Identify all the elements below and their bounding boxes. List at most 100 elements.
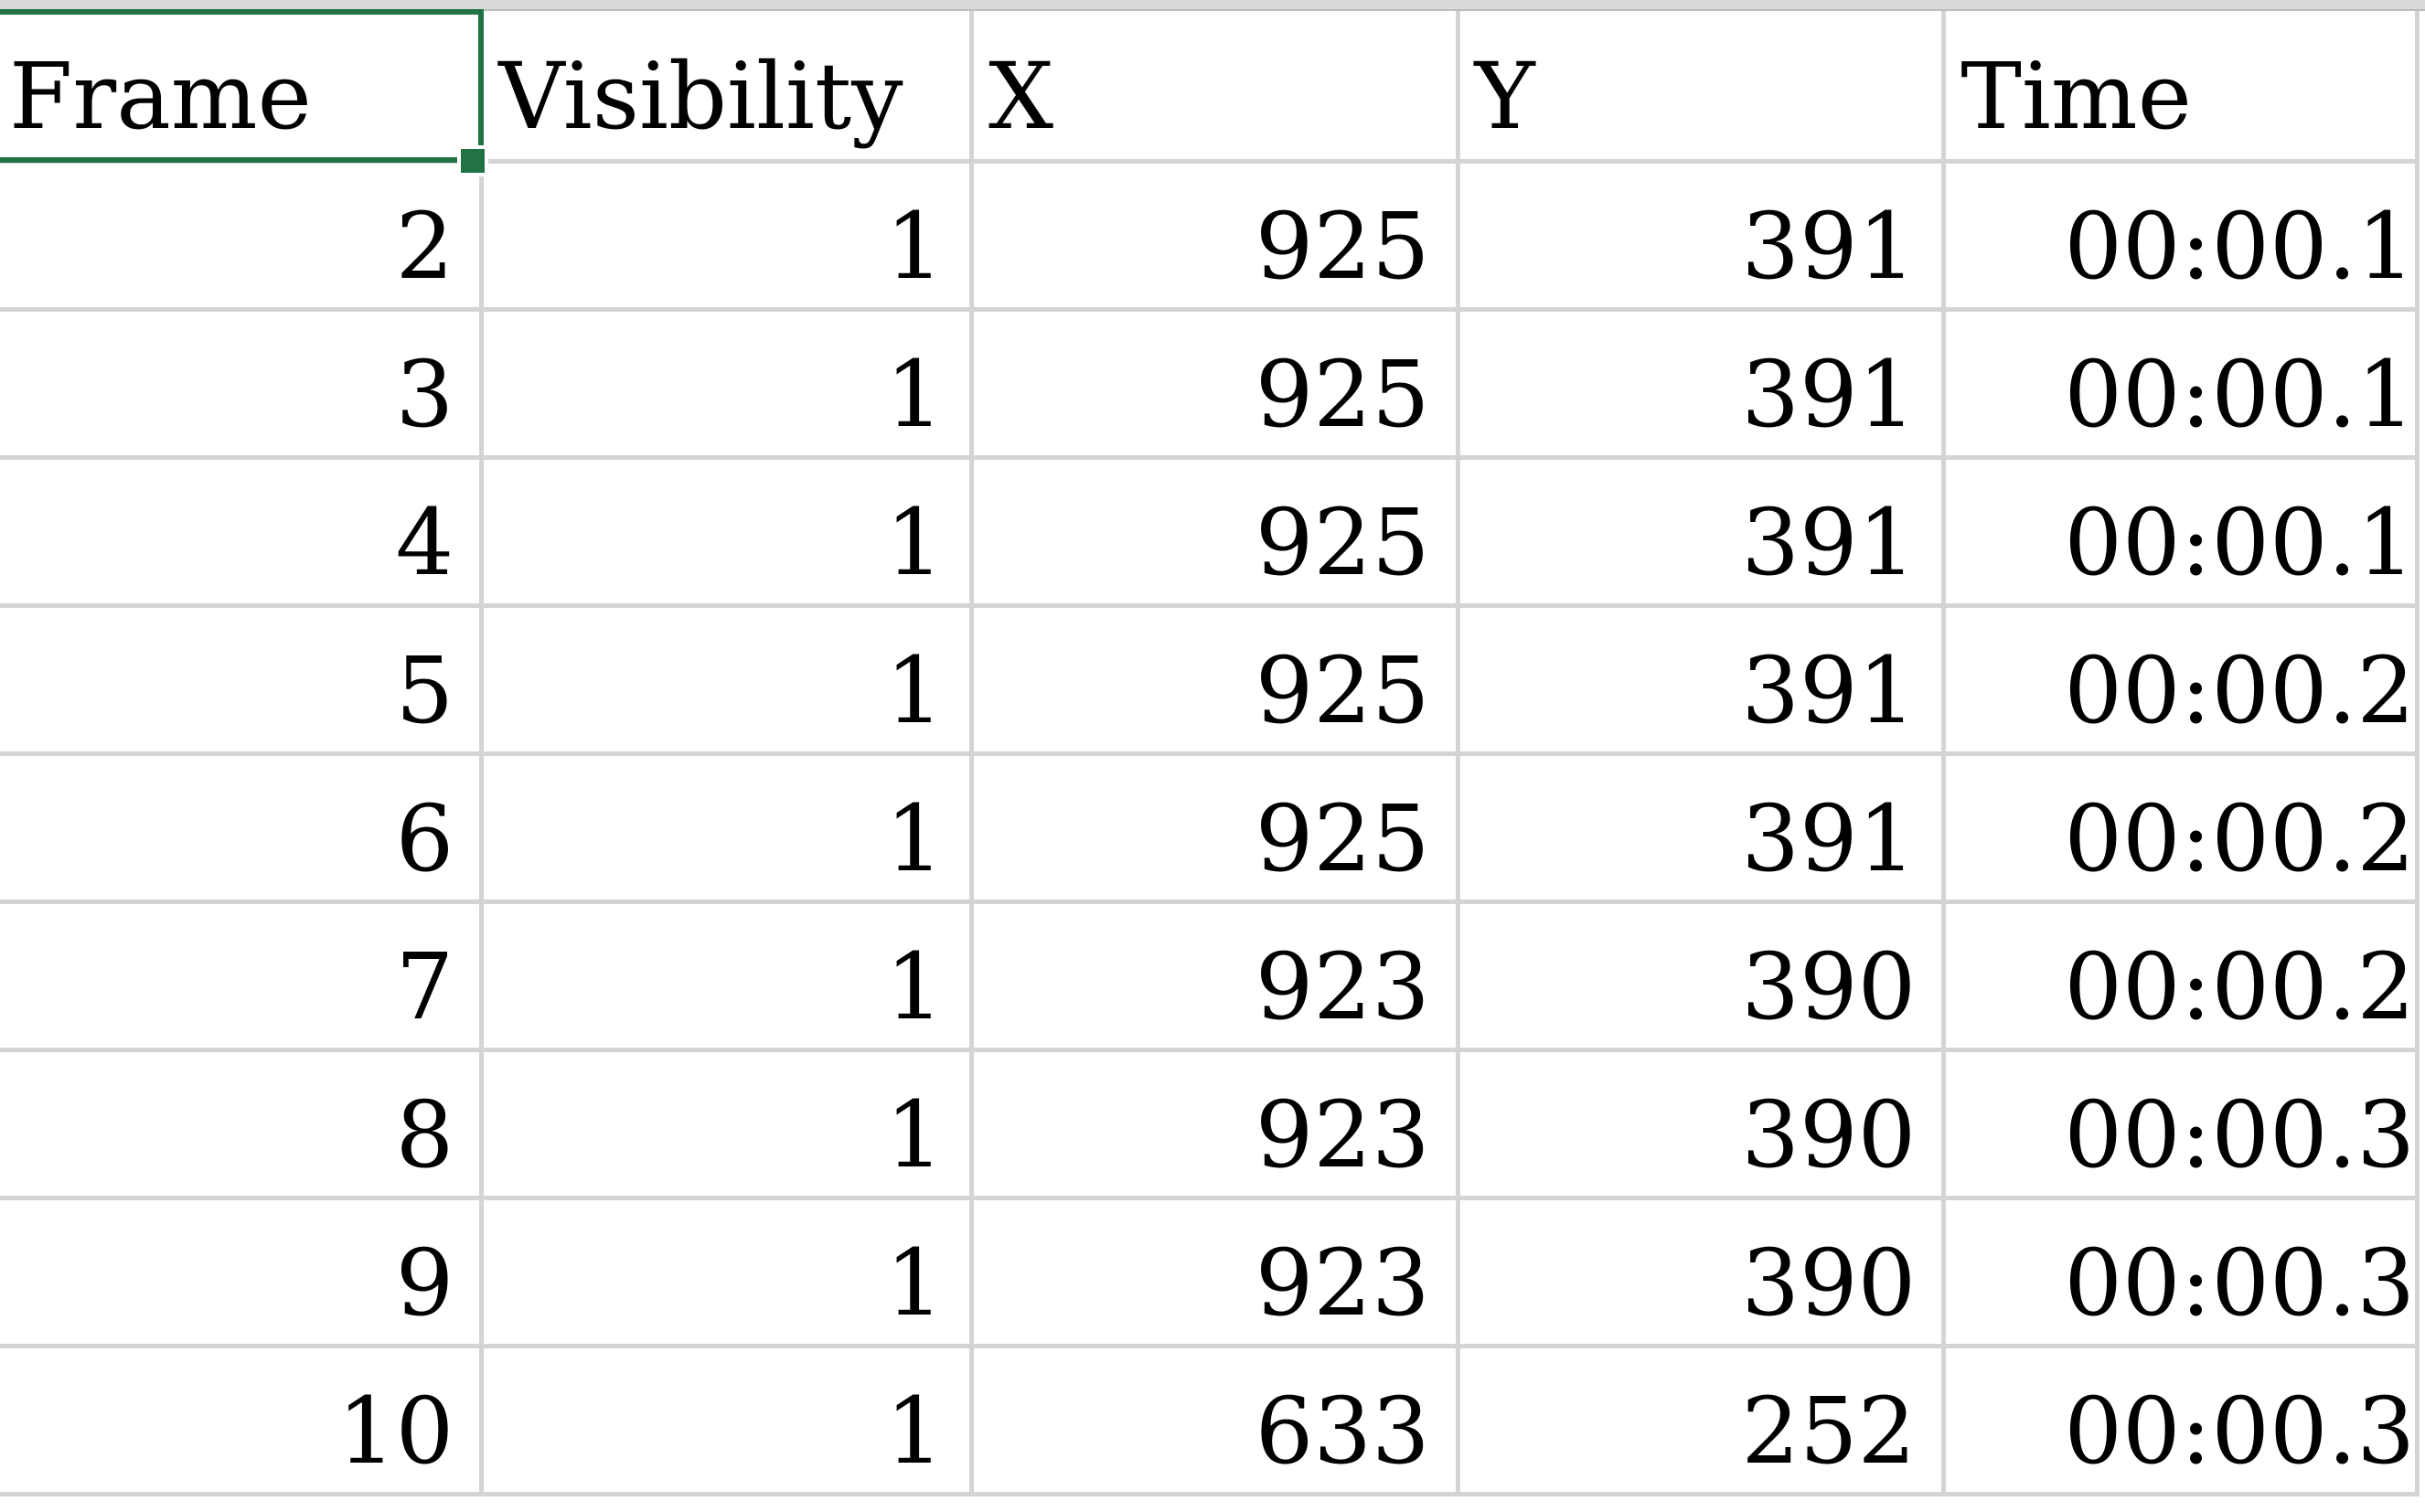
cell-time-value: 00:00.1 [2064, 488, 2415, 596]
cell-x-value: 923 [1255, 1229, 1430, 1336]
cell-frame[interactable]: 7 [0, 901, 485, 1052]
cell-frame-value: 9 [395, 1229, 454, 1336]
cell-y-value: 391 [1741, 192, 1917, 300]
cell-frame[interactable]: 5 [0, 605, 485, 756]
cell-y[interactable]: 391 [1458, 309, 1947, 460]
cell-y[interactable]: 391 [1458, 605, 1947, 756]
cell-frame[interactable]: 8 [0, 1049, 485, 1200]
table-row: 3 1 925 391 00:00.1 [0, 309, 2420, 460]
column-header-edge [0, 0, 2425, 11]
cell-time-value: 00:00.3 [2064, 1377, 2415, 1485]
cell-time-value: 00:00.3 [2064, 1229, 2415, 1336]
cell-visibility-value: 1 [885, 340, 945, 448]
cell-x[interactable]: 923 [971, 901, 1460, 1052]
cell-y[interactable]: 390 [1458, 1198, 1947, 1348]
cell-time-value: 00:00.3 [2064, 1081, 2415, 1188]
cell-x[interactable]: 925 [971, 457, 1460, 608]
cell-frame-value: 7 [395, 932, 454, 1040]
cell-x-value: 925 [1255, 636, 1430, 744]
cell-visibility[interactable]: 1 [481, 457, 975, 608]
cell-y-value: 390 [1741, 1081, 1917, 1188]
cell-time[interactable]: 00:00.2 [1943, 901, 2420, 1052]
cell-visibility-value: 1 [885, 636, 945, 744]
cell-frame-value: 3 [395, 340, 454, 448]
table-row: 6 1 925 391 00:00.2 [0, 753, 2420, 904]
cell-time[interactable]: 00:00.1 [1943, 457, 2420, 608]
header-visibility-text: Visibility [498, 42, 903, 150]
cell-frame[interactable]: 4 [0, 457, 485, 608]
cell-visibility[interactable]: 1 [481, 161, 975, 312]
cell-visibility[interactable]: 1 [481, 901, 975, 1052]
cell-header-time[interactable]: Time [1943, 11, 2420, 164]
cell-time[interactable]: 00:00.1 [1943, 309, 2420, 460]
cell-visibility-value: 1 [885, 192, 945, 300]
cell-visibility[interactable]: 1 [481, 1346, 975, 1496]
cell-y-value: 252 [1741, 1377, 1917, 1485]
cell-x-value: 925 [1255, 784, 1430, 892]
cell-time[interactable]: 00:00.3 [1943, 1198, 2420, 1348]
cell-x-value: 925 [1255, 192, 1430, 300]
cell-frame[interactable]: 6 [0, 753, 485, 904]
cell-x[interactable]: 925 [971, 605, 1460, 756]
cell-header-visibility[interactable]: Visibility [481, 11, 975, 164]
cell-frame[interactable]: 9 [0, 1198, 485, 1348]
table-row: 9 1 923 390 00:00.3 [0, 1198, 2420, 1348]
cell-frame-value: 10 [337, 1377, 454, 1485]
cell-time[interactable]: 00:00.2 [1943, 753, 2420, 904]
cell-y[interactable]: 390 [1458, 901, 1947, 1052]
cell-time[interactable]: 00:00.3 [1943, 1346, 2420, 1496]
cell-visibility[interactable]: 1 [481, 753, 975, 904]
cell-visibility[interactable]: 1 [481, 309, 975, 460]
cell-frame-value: 5 [395, 636, 454, 744]
cell-time[interactable]: 00:00.2 [1943, 605, 2420, 756]
cell-header-frame[interactable]: Frame [0, 9, 485, 164]
cell-x[interactable]: 633 [971, 1346, 1460, 1496]
table-row: 7 1 923 390 00:00.2 [0, 901, 2420, 1052]
cell-y-value: 390 [1741, 1229, 1917, 1336]
cell-visibility-value: 1 [885, 784, 945, 892]
cell-x[interactable]: 925 [971, 753, 1460, 904]
cell-visibility-value: 1 [885, 932, 945, 1040]
header-x-text: X [988, 42, 1054, 150]
cell-frame-value: 4 [395, 488, 454, 596]
table-row: 5 1 925 391 00:00.2 [0, 605, 2420, 756]
cell-header-y[interactable]: Y [1458, 11, 1947, 164]
cell-visibility[interactable]: 1 [481, 1049, 975, 1200]
cell-frame-value: 8 [395, 1081, 454, 1188]
cell-y-value: 391 [1741, 784, 1917, 892]
cell-header-x[interactable]: X [971, 11, 1460, 164]
cell-time[interactable]: 00:00.1 [1943, 161, 2420, 312]
fill-handle[interactable] [457, 145, 488, 176]
cell-y[interactable]: 391 [1458, 457, 1947, 608]
header-y-text: Y [1474, 42, 1535, 150]
cell-y[interactable]: 391 [1458, 161, 1947, 312]
cell-x-value: 925 [1255, 340, 1430, 448]
cell-frame[interactable]: 2 [0, 161, 485, 312]
cell-y[interactable]: 252 [1458, 1346, 1947, 1496]
header-frame-text: Frame [9, 42, 312, 150]
cell-frame[interactable]: 3 [0, 309, 485, 460]
cell-y[interactable]: 390 [1458, 1049, 1947, 1200]
cell-frame-value: 6 [395, 784, 454, 892]
cell-x[interactable]: 925 [971, 161, 1460, 312]
cell-y-value: 391 [1741, 340, 1917, 448]
cell-x[interactable]: 923 [971, 1198, 1460, 1348]
cell-visibility-value: 1 [885, 488, 945, 596]
cell-x-value: 923 [1255, 1081, 1430, 1188]
cell-y-value: 391 [1741, 488, 1917, 596]
cell-visibility[interactable]: 1 [481, 605, 975, 756]
cell-frame[interactable]: 10 [0, 1346, 485, 1496]
cell-time[interactable]: 00:00.3 [1943, 1049, 2420, 1200]
cell-y[interactable]: 391 [1458, 753, 1947, 904]
cell-time-value: 00:00.2 [2064, 784, 2415, 892]
cell-y-value: 390 [1741, 932, 1917, 1040]
cell-x-value: 633 [1255, 1377, 1430, 1485]
cell-x[interactable]: 923 [971, 1049, 1460, 1200]
table-row: 4 1 925 391 00:00.1 [0, 457, 2420, 608]
cell-time-value: 00:00.2 [2064, 636, 2415, 744]
cell-x[interactable]: 925 [971, 309, 1460, 460]
cell-visibility[interactable]: 1 [481, 1198, 975, 1348]
header-row: Frame Visibility X Y Time [0, 9, 2420, 164]
cell-x-value: 923 [1255, 932, 1430, 1040]
